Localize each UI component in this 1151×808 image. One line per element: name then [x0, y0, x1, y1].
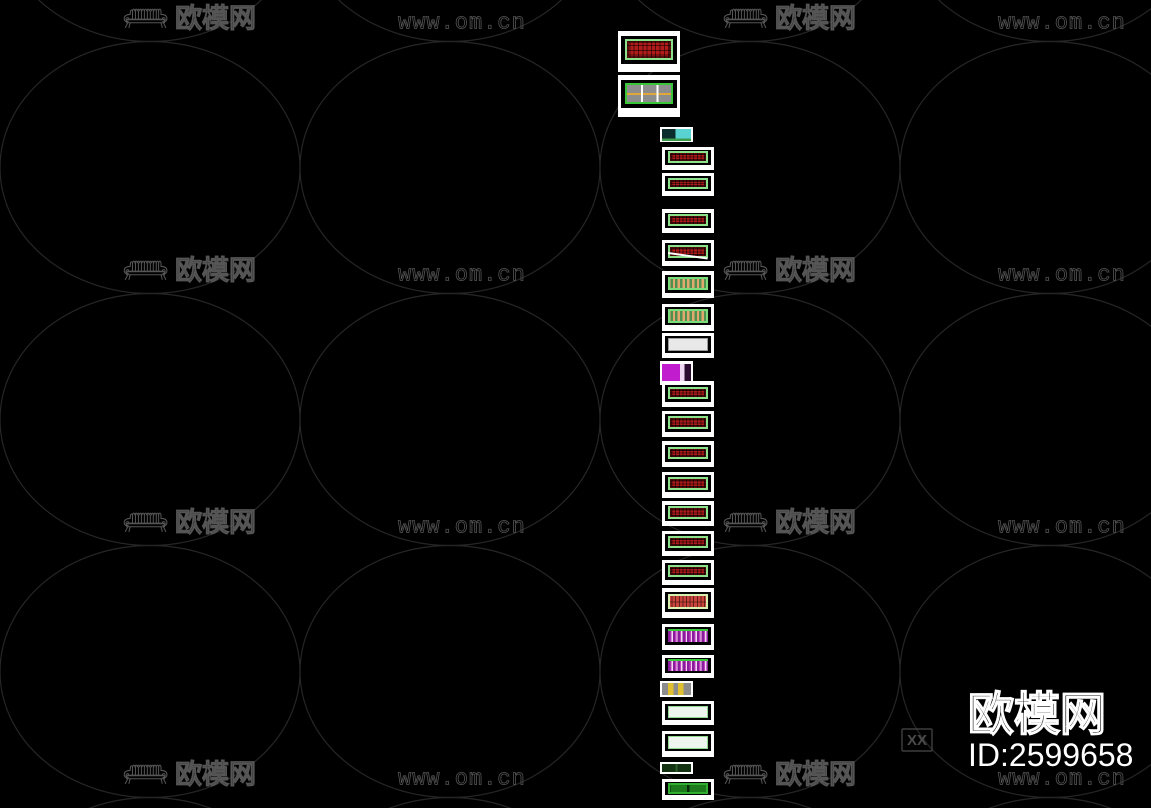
svg-text:XX: XX: [907, 732, 927, 749]
svg-text:ID:2599658: ID:2599658: [968, 737, 1133, 773]
svg-text:欧模网: 欧模网: [968, 688, 1106, 740]
